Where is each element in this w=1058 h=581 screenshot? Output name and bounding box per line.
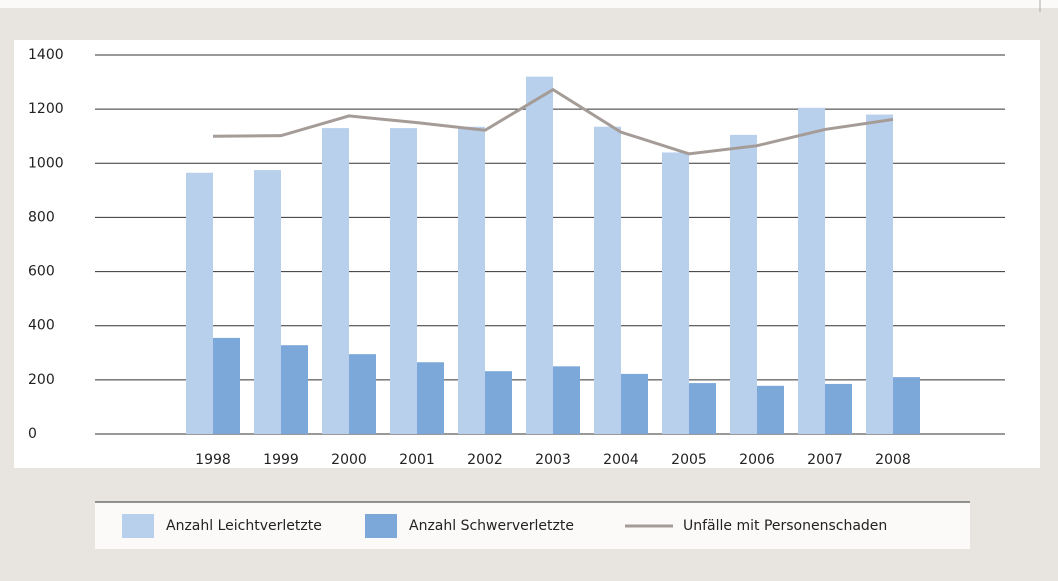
x-tick-label: 1999 [263, 452, 299, 468]
bar [798, 107, 825, 435]
y-tick-label: 400 [28, 318, 55, 334]
bar [893, 377, 920, 434]
bar [281, 345, 308, 434]
bar [390, 128, 417, 435]
bar [485, 371, 512, 434]
top-strip [0, 0, 1058, 8]
bar [662, 152, 689, 434]
y-tick-label: 1400 [28, 47, 64, 63]
bar [254, 170, 281, 434]
y-tick-label: 200 [28, 372, 55, 388]
bar [825, 383, 852, 434]
x-tick-label: 2002 [467, 452, 503, 468]
x-tick-label: 2004 [603, 452, 639, 468]
x-tick-label: 1998 [195, 452, 231, 468]
y-tick-label: 1200 [28, 101, 64, 117]
y-tick-label: 0 [28, 426, 37, 442]
bar [526, 76, 553, 435]
x-tick-label: 2007 [807, 452, 843, 468]
bar [757, 385, 784, 434]
legend-label: Anzahl Schwerverletzte [409, 518, 574, 534]
bar [689, 383, 716, 434]
bar [417, 362, 444, 434]
line [212, 87, 894, 156]
legend-swatch [365, 514, 397, 538]
y-tick-label: 800 [28, 209, 55, 225]
y-tick-label: 1000 [28, 155, 64, 171]
x-tick-label: 2005 [671, 452, 707, 468]
legend-label: Anzahl Leichtverletzte [166, 518, 322, 534]
bar [213, 337, 240, 434]
legend-box [95, 502, 970, 549]
bar [458, 126, 485, 434]
legend-swatch [122, 514, 154, 538]
bar [730, 134, 757, 434]
bar [553, 366, 580, 434]
bar [186, 172, 213, 434]
x-tick-label: 2000 [331, 452, 367, 468]
x-tick-label: 2003 [535, 452, 571, 468]
bar [866, 114, 893, 435]
bar [621, 373, 648, 434]
legend-label: Unfälle mit Personenschaden [683, 518, 887, 534]
bar [594, 126, 621, 434]
y-tick-label: 600 [28, 264, 55, 280]
x-tick-label: 2001 [399, 452, 435, 468]
x-tick-label: 2006 [739, 452, 775, 468]
bar [322, 128, 349, 435]
bar [349, 354, 376, 434]
x-tick-label: 2008 [875, 452, 911, 468]
